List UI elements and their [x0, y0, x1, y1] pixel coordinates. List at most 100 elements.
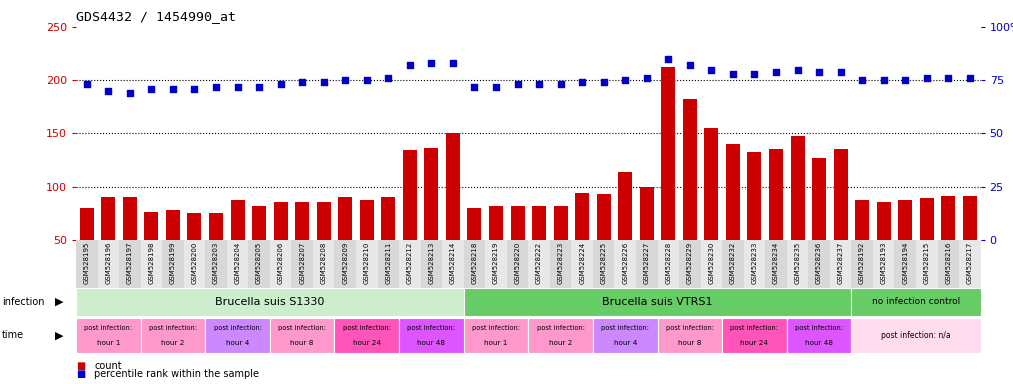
- Text: hour 48: hour 48: [805, 340, 833, 346]
- Bar: [851, 240, 873, 288]
- Text: GSM528206: GSM528206: [278, 242, 284, 284]
- Bar: [593, 240, 615, 288]
- Text: GSM528212: GSM528212: [407, 242, 413, 284]
- Bar: [744, 240, 765, 288]
- Point: [833, 69, 849, 75]
- Point: [898, 77, 914, 83]
- Text: GSM528205: GSM528205: [256, 242, 262, 284]
- Bar: [248, 240, 269, 288]
- Text: GSM528200: GSM528200: [191, 242, 198, 284]
- Bar: [769, 149, 783, 293]
- Point: [423, 60, 440, 66]
- Bar: [464, 240, 485, 288]
- Text: post infection:: post infection:: [730, 325, 778, 331]
- Point: [79, 81, 95, 88]
- Text: GSM528219: GSM528219: [493, 242, 499, 284]
- Bar: [334, 240, 356, 288]
- Text: post infection:: post infection:: [795, 325, 843, 331]
- Bar: [636, 240, 657, 288]
- Text: hour 8: hour 8: [678, 340, 702, 346]
- Point: [359, 77, 375, 83]
- Point: [660, 56, 677, 62]
- Text: hour 4: hour 4: [614, 340, 637, 346]
- Bar: [873, 240, 894, 288]
- Bar: [899, 200, 912, 293]
- Text: post infection:: post infection:: [472, 325, 520, 331]
- Bar: [855, 200, 869, 293]
- Bar: [787, 318, 851, 353]
- Bar: [748, 152, 762, 293]
- Text: GSM528208: GSM528208: [321, 242, 326, 284]
- Text: GSM528235: GSM528235: [794, 242, 800, 284]
- Point: [552, 81, 568, 88]
- Text: hour 2: hour 2: [161, 340, 184, 346]
- Bar: [399, 318, 464, 353]
- Bar: [615, 240, 636, 288]
- Text: GSM528217: GSM528217: [966, 242, 972, 284]
- Bar: [571, 240, 593, 288]
- Text: GSM528195: GSM528195: [84, 242, 90, 284]
- Text: GSM528196: GSM528196: [105, 242, 111, 284]
- Text: hour 2: hour 2: [549, 340, 572, 346]
- Text: GSM528197: GSM528197: [127, 242, 133, 284]
- Point: [510, 81, 526, 88]
- Bar: [597, 194, 611, 293]
- Bar: [269, 240, 292, 288]
- Text: GSM528194: GSM528194: [903, 242, 909, 284]
- Text: GSM528213: GSM528213: [428, 242, 435, 284]
- Text: GSM528218: GSM528218: [471, 242, 477, 284]
- Point: [574, 79, 591, 85]
- Point: [466, 83, 482, 89]
- Text: post infection:: post infection:: [342, 325, 391, 331]
- Bar: [295, 202, 309, 293]
- Bar: [360, 200, 374, 293]
- Text: no infection control: no infection control: [872, 297, 960, 306]
- Bar: [851, 288, 981, 316]
- Point: [272, 81, 289, 88]
- Text: Brucella suis VTRS1: Brucella suis VTRS1: [603, 297, 713, 307]
- Text: infection: infection: [2, 297, 45, 307]
- Text: post infection:: post infection:: [666, 325, 714, 331]
- Bar: [381, 197, 395, 293]
- Text: percentile rank within the sample: percentile rank within the sample: [94, 369, 259, 379]
- Bar: [529, 240, 550, 288]
- Text: GSM528232: GSM528232: [730, 242, 735, 284]
- Text: ▶: ▶: [56, 330, 64, 340]
- Bar: [679, 240, 701, 288]
- Text: GSM528214: GSM528214: [450, 242, 456, 284]
- Bar: [399, 240, 420, 288]
- Bar: [550, 240, 571, 288]
- Point: [789, 66, 805, 73]
- Bar: [209, 214, 223, 293]
- Text: GSM528193: GSM528193: [880, 242, 886, 284]
- Text: GSM528227: GSM528227: [643, 242, 649, 284]
- Bar: [292, 240, 313, 288]
- Text: post infection:: post infection:: [214, 325, 261, 331]
- Point: [100, 88, 116, 94]
- Bar: [206, 240, 227, 288]
- Bar: [790, 136, 804, 293]
- Text: GSM528192: GSM528192: [859, 242, 865, 284]
- Bar: [145, 212, 158, 293]
- Bar: [787, 240, 808, 288]
- Text: GSM528203: GSM528203: [213, 242, 219, 284]
- Bar: [962, 196, 977, 293]
- Text: hour 4: hour 4: [226, 340, 249, 346]
- Bar: [722, 318, 787, 353]
- Bar: [851, 318, 981, 353]
- Text: ■: ■: [76, 369, 85, 379]
- Text: ▶: ▶: [56, 297, 64, 307]
- Text: hour 48: hour 48: [417, 340, 446, 346]
- Bar: [511, 206, 525, 293]
- Bar: [959, 240, 981, 288]
- Bar: [464, 318, 529, 353]
- Point: [638, 75, 654, 81]
- Text: GSM528228: GSM528228: [666, 242, 672, 284]
- Bar: [657, 240, 679, 288]
- Point: [768, 69, 784, 75]
- Text: GSM528224: GSM528224: [579, 242, 586, 283]
- Bar: [76, 240, 97, 288]
- Text: GSM528210: GSM528210: [364, 242, 370, 284]
- Text: GSM528198: GSM528198: [148, 242, 154, 284]
- Bar: [485, 240, 506, 288]
